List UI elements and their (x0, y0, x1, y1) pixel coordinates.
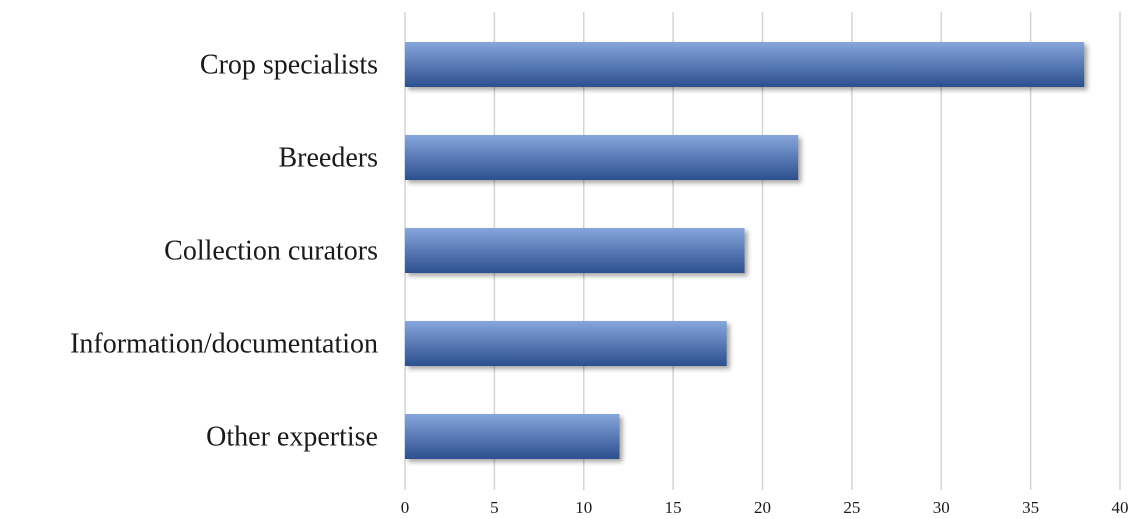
x-tick-label: 30 (933, 498, 950, 517)
category-label: Information/documentation (70, 329, 378, 360)
bar-collection-curators (405, 228, 745, 273)
bars (405, 42, 1085, 459)
x-tick-label: 15 (665, 498, 682, 517)
x-tick-label: 40 (1112, 498, 1129, 517)
bar-information-documentation (405, 321, 727, 366)
category-label: Crop specialists (200, 50, 378, 81)
x-tick-label: 10 (575, 498, 592, 517)
gridlines (404, 12, 1121, 490)
bar-breeders (405, 135, 799, 180)
category-label: Collection curators (164, 236, 378, 267)
x-tick-label: 5 (490, 498, 499, 517)
category-label: Other expertise (206, 422, 378, 453)
x-tick-label: 20 (754, 498, 771, 517)
x-tick-label: 0 (401, 498, 410, 517)
category-label: Breeders (278, 143, 378, 174)
bar-other-expertise (405, 414, 620, 459)
x-tick-label: 25 (843, 498, 860, 517)
category-labels: Crop specialists Breeders Collection curat… (70, 50, 378, 453)
x-tick-label: 35 (1022, 498, 1039, 517)
x-axis-tick-labels: 0 5 10 15 20 25 30 35 40 (401, 498, 1129, 517)
bar-crop-specialists (405, 42, 1085, 87)
